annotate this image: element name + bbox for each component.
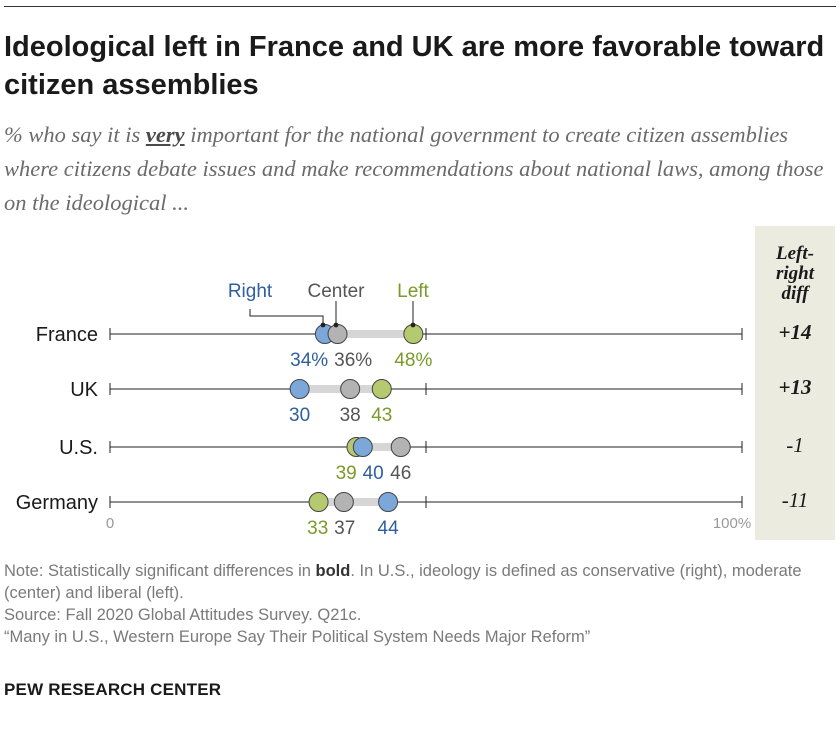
dot-right <box>352 437 373 457</box>
dot-right <box>378 492 399 512</box>
brand-logo-text: PEW RESEARCH CENTER <box>4 680 222 699</box>
value-label-center: 38 <box>340 405 361 426</box>
value-label-left: 48% <box>394 350 432 371</box>
value-label-left: 43 <box>371 405 392 426</box>
value-label-left: 33 <box>307 518 328 539</box>
dot-left <box>371 379 392 399</box>
note-bold-word: bold <box>315 562 351 580</box>
legend-right-leader-dot <box>320 322 326 328</box>
value-label-center: 37 <box>334 518 355 539</box>
report-title: “Many in U.S., Western Europe Say Their … <box>4 628 591 646</box>
value-label-right: 44 <box>378 518 400 539</box>
value-label-left: 39 <box>336 463 357 484</box>
top-rule <box>4 6 836 7</box>
dot-center <box>333 492 354 512</box>
country-label: UK <box>70 379 98 401</box>
x-tick-label-0: 0 <box>106 515 114 532</box>
diff-value: -11 <box>781 488 809 512</box>
diff-value: -1 <box>786 433 804 457</box>
value-label-right: 40 <box>363 463 384 484</box>
country-label: U.S. <box>59 437 98 459</box>
subtitle-emphasis: very <box>145 122 185 147</box>
dot-center <box>390 437 411 457</box>
diff-value: +13 <box>778 375 812 399</box>
country-label: France <box>36 324 98 346</box>
legend-left: Left <box>397 281 429 302</box>
chart-title: Ideological left in France and UK are mo… <box>4 31 825 101</box>
value-label-center: 36% <box>334 350 372 371</box>
note-text: Note: Statistically significant differen… <box>4 560 834 604</box>
country-label: Germany <box>16 492 98 514</box>
legend-left-leader-dot <box>410 322 416 328</box>
dot-right <box>289 379 310 399</box>
dot-left <box>308 492 329 512</box>
x-tick-label-100: 100% <box>713 515 751 532</box>
chart-subtitle: % who say it is very important for the n… <box>4 118 834 220</box>
value-label-right: 30 <box>289 405 310 426</box>
subtitle-lead: % who say it is <box>4 122 146 147</box>
value-label-right: 34% <box>290 350 328 371</box>
source-text: Source: Fall 2020 Global Attitudes Surve… <box>4 606 362 624</box>
footnotes: Note: Statistically significant differen… <box>4 560 834 648</box>
dot-center <box>327 324 348 344</box>
legend-right-leader <box>249 309 324 325</box>
diff-value: +14 <box>778 320 812 344</box>
dot-plot: France 34% 36% 48% UK 30 38 43 U.S. 39 40 46 Germany… <box>16 281 751 539</box>
legend-center: Center <box>307 281 365 302</box>
note-rest: . In U.S., ideology is defined as conser… <box>4 562 802 602</box>
subtitle-rest: important for the national government to… <box>4 122 824 215</box>
value-label-center: 46 <box>390 463 411 484</box>
legend-right: Right <box>228 281 273 302</box>
dot-center <box>340 379 361 399</box>
diff-header: Left- right diff <box>775 243 815 304</box>
note-lead: Note: Statistically significant differen… <box>4 562 316 580</box>
legend-center-leader-dot <box>333 322 339 328</box>
left-right-diff-panel: Left- right diff +14 +13 -1 -11 <box>755 226 835 540</box>
